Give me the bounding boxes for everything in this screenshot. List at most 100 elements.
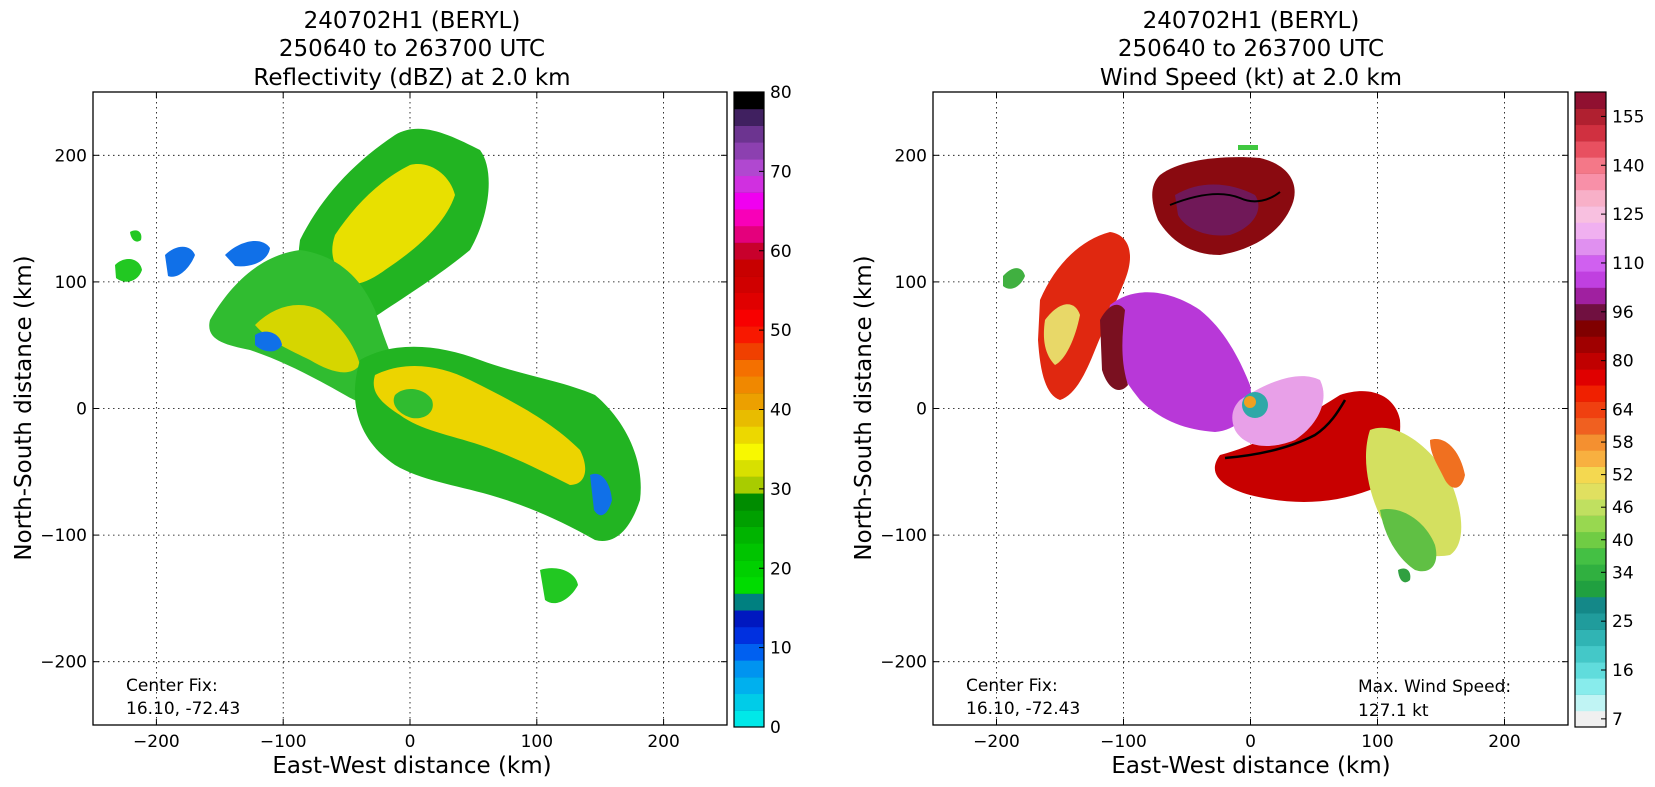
windspeed-colorbar-swatch <box>1575 564 1606 581</box>
windspeed-colorbar-swatch <box>1575 368 1606 386</box>
windspeed-colorbar-swatch <box>1575 140 1606 158</box>
reflectivity-colorbar-swatch <box>734 392 764 410</box>
windspeed-ytick-label: 0 <box>916 400 927 420</box>
windspeed-title-line1: 240702H1 (BERYL) <box>1143 8 1360 34</box>
windspeed-panel: 240702H1 (BERYL) 250640 to 263700 UTC Wi… <box>851 8 1644 779</box>
reflectivity-colorbar-label: 70 <box>770 162 792 182</box>
reflectivity-colorbar-swatch <box>734 376 764 394</box>
reflectivity-colorbar-swatch <box>734 108 764 126</box>
wind-se-green <box>1380 509 1437 572</box>
reflectivity-colorbar-label: 0 <box>770 718 781 738</box>
windspeed-colorbar-swatch <box>1575 547 1606 565</box>
windspeed-colorbar-label: 16 <box>1612 661 1634 681</box>
wind-fragment-2 <box>1398 568 1411 583</box>
reflectivity-colorbar-swatch <box>734 459 764 477</box>
windspeed-colorbar-swatch <box>1575 433 1606 451</box>
windspeed-colorbar-swatch <box>1575 466 1606 484</box>
reflectivity-center-fix-value: 16.10, -72.43 <box>126 699 240 719</box>
wind-se-orange <box>1430 439 1465 488</box>
reflectivity-colorbar-swatch <box>734 309 764 327</box>
windspeed-colorbar-swatch <box>1575 661 1606 679</box>
windspeed-axis-ticks: −200 −100 0 100 200 −200 −100 0 100 200 <box>880 92 1568 752</box>
reflectivity-colorbar-swatch <box>734 442 764 461</box>
reflectivity-xtick-label: 200 <box>647 732 679 752</box>
reflectivity-colorbar-swatch <box>734 693 764 711</box>
wind-maroon-edge <box>1100 304 1128 390</box>
windspeed-colorbar-swatch <box>1575 596 1606 614</box>
windspeed-colorbar-label: 140 <box>1612 156 1644 176</box>
wind-fragment-1 <box>1003 268 1025 289</box>
reflectivity-colorbar-swatch <box>734 643 764 661</box>
reflectivity-colorbar-label: 10 <box>770 639 792 659</box>
reflectivity-xtick-label: −200 <box>133 732 180 752</box>
windspeed-colorbar-swatch <box>1575 450 1606 467</box>
reflectivity-colorbar-swatch <box>734 476 764 494</box>
windspeed-colorbar-label: 110 <box>1612 254 1644 274</box>
windspeed-colorbar-swatch <box>1575 303 1606 321</box>
reflectivity-colorbar-swatch <box>734 242 764 260</box>
reflectivity-colorbar-swatch <box>734 660 764 678</box>
windspeed-ytick-label: −200 <box>880 653 927 673</box>
refl-north-yellow <box>332 164 455 285</box>
windspeed-colorbar-swatch <box>1575 710 1606 728</box>
windspeed-colorbar: 7 16 25 34 40 46 52 58 64 80 96 110 125 140 155 <box>1574 91 1644 730</box>
windspeed-colorbar-swatch <box>1575 108 1606 126</box>
max-wind-speed-label: Max. Wind Speed: <box>1358 677 1511 697</box>
windspeed-ytick-label: −100 <box>880 526 927 546</box>
windspeed-colorbar-swatch <box>1575 645 1606 663</box>
windspeed-xtick-label: 100 <box>1361 732 1393 752</box>
reflectivity-colorbar-swatch <box>734 342 764 360</box>
reflectivity-colorbar-swatch <box>734 325 764 344</box>
reflectivity-ytick-label: 200 <box>55 146 87 166</box>
refl-west-yellow <box>255 305 360 373</box>
reflectivity-title-line2: 250640 to 263700 UTC <box>279 36 545 62</box>
reflectivity-colorbar-swatch <box>734 175 764 193</box>
windspeed-colorbar-swatch <box>1575 287 1606 305</box>
windspeed-colorbar-label: 46 <box>1612 498 1634 518</box>
refl-blue-3 <box>590 473 612 516</box>
windspeed-colorbar-swatch <box>1575 173 1606 191</box>
windspeed-title-line3: Wind Speed (kt) at 2.0 km <box>1100 65 1402 91</box>
windspeed-xtick-label: −100 <box>1100 732 1147 752</box>
windspeed-colorbar-swatch <box>1575 222 1606 240</box>
windspeed-xtick-label: 0 <box>1245 732 1256 752</box>
wind-core-red <box>1214 391 1401 502</box>
reflectivity-colorbar: 0 10 20 30 40 50 60 70 80 <box>733 83 792 738</box>
wind-contour-core <box>1224 399 1347 460</box>
reflectivity-colorbar-label: 20 <box>770 559 792 579</box>
reflectivity-colorbar-swatch <box>734 158 764 177</box>
windspeed-colorbar-swatch <box>1575 482 1606 500</box>
windspeed-center-fix-label: Center Fix: <box>966 676 1058 696</box>
windspeed-field <box>1003 145 1465 583</box>
reflectivity-colorbar-label: 80 <box>770 83 792 103</box>
windspeed-colorbar-swatch <box>1575 271 1606 288</box>
windspeed-ytick-label: 200 <box>895 146 927 166</box>
windspeed-colorbar-swatch <box>1575 401 1606 419</box>
windspeed-title-line2: 250640 to 263700 UTC <box>1118 36 1384 62</box>
reflectivity-axis-ticks: −200 −100 0 100 200 −200 −100 0 100 200 <box>40 92 727 752</box>
reflectivity-ytick-label: −200 <box>40 653 87 673</box>
reflectivity-colorbar-swatch <box>734 125 764 143</box>
reflectivity-panel: 240702H1 (BERYL) 250640 to 263700 UTC Re… <box>11 8 792 779</box>
windspeed-xtick-label: 200 <box>1488 732 1520 752</box>
reflectivity-xtick-label: −100 <box>260 732 307 752</box>
reflectivity-center-fix-label: Center Fix: <box>126 676 218 696</box>
reflectivity-colorbar-swatch <box>734 259 764 277</box>
windspeed-colorbar-swatch <box>1575 499 1606 516</box>
reflectivity-colorbar-label: 60 <box>770 242 792 262</box>
wind-eye-inner <box>1244 396 1256 408</box>
reflectivity-colorbar-swatch <box>734 208 764 227</box>
reflectivity-xlabel: East-West distance (km) <box>272 753 551 779</box>
reflectivity-colorbar-label: 30 <box>770 480 792 500</box>
windspeed-colorbar-swatch <box>1575 678 1606 695</box>
windspeed-colorbar-swatch <box>1575 417 1606 435</box>
reflectivity-colorbar-swatch <box>734 676 764 695</box>
windspeed-colorbar-swatch <box>1575 580 1606 598</box>
reflectivity-colorbar-swatch <box>734 543 764 561</box>
reflectivity-field <box>115 128 641 604</box>
wind-main-purple <box>1107 292 1251 432</box>
wind-contour-north <box>1169 191 1281 206</box>
reflectivity-colorbar-swatch <box>734 626 764 644</box>
reflectivity-colorbar-swatch <box>734 409 764 427</box>
